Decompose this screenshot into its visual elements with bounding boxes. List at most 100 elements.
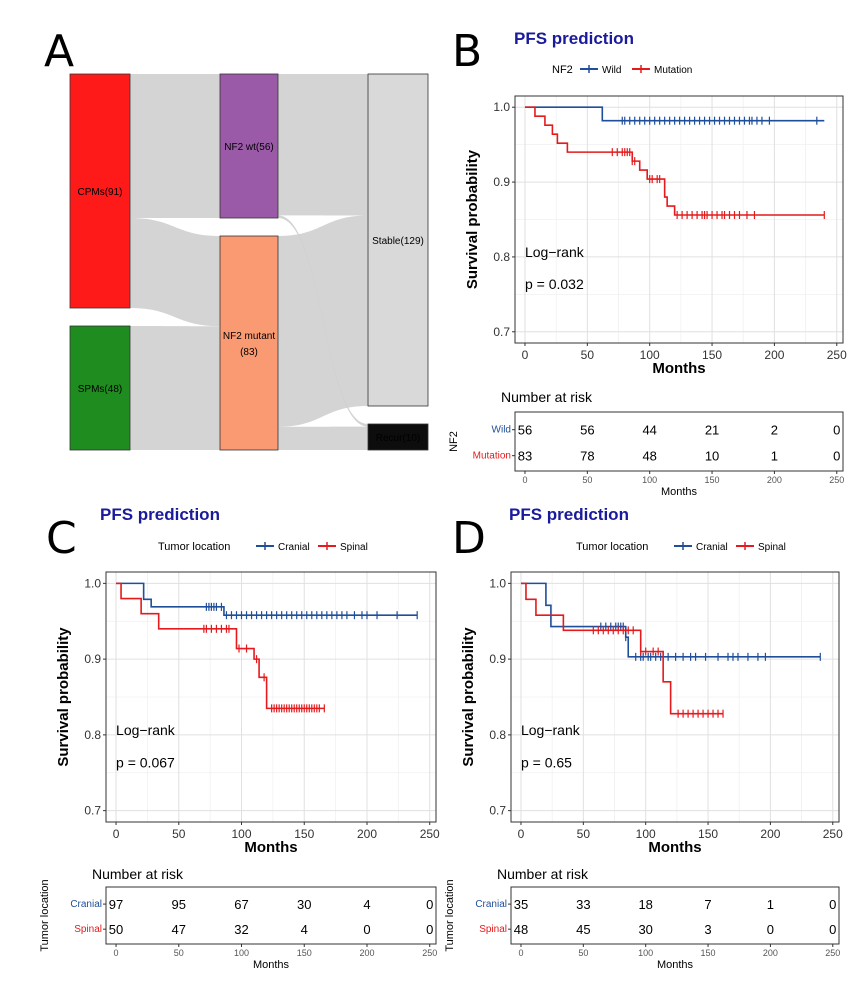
risk-x-tick-label: 0 [114,948,119,958]
risk-x-tick-label: 250 [422,948,437,958]
y-tick-label: 1.0 [84,576,101,590]
survival-curve [524,106,825,122]
risk-x-axis-label: Months [253,959,290,971]
risk-count: 30 [638,922,652,937]
risk-count: 4 [301,922,308,937]
sankey-node-mut [219,235,279,451]
x-tick-label: 200 [764,348,784,362]
y-tick-label: 0.8 [489,728,506,742]
risk-x-tick-label: 0 [518,948,523,958]
risk-count: 10 [705,449,719,464]
risk-count: 7 [704,897,711,912]
legend-label: Cranial [696,542,728,553]
risk-x-tick-label: 50 [582,475,592,485]
y-tick-label: 0.7 [84,804,101,818]
risk-count: 32 [234,922,248,937]
risk-count: 78 [580,449,594,464]
risk-x-tick-label: 200 [763,948,778,958]
risk-count: 33 [576,897,590,912]
risk-count: 0 [363,922,370,937]
risk-count: 56 [580,423,594,438]
x-tick-label: 0 [518,827,525,841]
x-tick-label: 250 [823,827,843,841]
risk-count: 1 [767,897,774,912]
risk-row-label: Cranial [70,899,102,910]
risk-count: 67 [234,897,248,912]
risk-count: 83 [518,449,532,464]
risk-count: 50 [109,922,123,937]
risk-count: 48 [642,449,656,464]
risk-x-tick-label: 50 [578,948,588,958]
plot-border [105,571,437,823]
x-tick-label: 100 [636,827,656,841]
km-panel-d: PFS prediction Tumor location Cranial Spina… [444,505,843,971]
sankey-node-label: Recur(10) [376,433,420,444]
sankey-node-label: NF2 wt(56) [224,142,273,153]
x-tick-label: 200 [760,827,780,841]
sankey-node-label: (83) [240,347,258,358]
y-tick-label: 0.8 [493,250,510,264]
risk-x-tick-label: 200 [767,475,782,485]
panel-letter-c: C [46,513,77,564]
risk-strata-title: Tumor location [444,879,456,951]
legend-title: NF2 [552,64,573,76]
km-panel-b: PFS prediction NF2 Wild Mutation 0.7 0.8 0.9 1.… [448,29,847,498]
panel-letter-d: D [452,513,486,564]
risk-x-tick-label: 200 [359,948,374,958]
x-tick-label: 250 [420,827,440,841]
km-panel-c: PFS prediction Tumor location Cranial Spina… [39,505,440,971]
risk-row-label: Spinal [479,924,507,935]
risk-x-tick-label: 250 [825,948,840,958]
risk-count: 30 [297,897,311,912]
risk-table-border [514,411,844,472]
legend-title: Tumor location [576,541,648,553]
plot-border [510,571,840,823]
x-tick-label: 50 [577,827,591,841]
sankey-link [278,215,368,427]
survival-curve [520,582,724,715]
legend-label: Cranial [278,542,310,553]
risk-count: 0 [767,922,774,937]
risk-count: 44 [642,423,656,438]
risk-count: 0 [829,922,836,937]
x-axis-label: Months [244,839,297,856]
x-tick-label: 100 [640,348,660,362]
sankey-node-spm [69,325,131,451]
survival-curve [524,106,825,216]
risk-count: 4 [363,897,370,912]
logrank-label: Log−rank [116,722,176,738]
risk-count: 95 [172,897,186,912]
risk-table-title: Number at risk [92,866,184,882]
risk-x-tick-label: 100 [638,948,653,958]
risk-count: 3 [704,922,711,937]
sankey-node-recur [367,423,429,451]
y-tick-label: 0.9 [493,175,510,189]
sankey-node-label: CPMs(91) [77,187,122,198]
survival-curve [116,582,418,616]
risk-count: 0 [829,897,836,912]
pvalue-label: p = 0.032 [525,276,584,292]
sankey-node-cpm [69,73,131,309]
logrank-label: Log−rank [525,244,585,260]
sankey-link [130,74,220,218]
risk-x-axis-label: Months [661,486,698,498]
y-axis-label: Survival probability [460,627,477,767]
risk-count: 48 [514,922,528,937]
sankey-link [130,218,220,327]
risk-strata-title: Tumor location [39,879,51,951]
risk-table-title: Number at risk [501,389,593,405]
y-axis-label: Survival probability [464,149,481,289]
legend-label: Mutation [654,65,692,76]
risk-x-tick-label: 150 [297,948,312,958]
risk-count: 0 [426,922,433,937]
risk-count: 0 [833,423,840,438]
legend-label: Spinal [340,542,368,553]
risk-strata-title: NF2 [448,431,460,452]
sankey-node-label: Stable(129) [372,236,424,247]
plot-border [514,95,844,344]
risk-count: 0 [833,449,840,464]
pvalue-label: p = 0.067 [116,754,175,770]
risk-row-label: Spinal [74,924,102,935]
sankey-diagram: CPMs(91) SPMs(48) NF2 wt(56) NF2 mutant (83)… [69,73,429,451]
risk-x-tick-label: 250 [829,475,844,485]
